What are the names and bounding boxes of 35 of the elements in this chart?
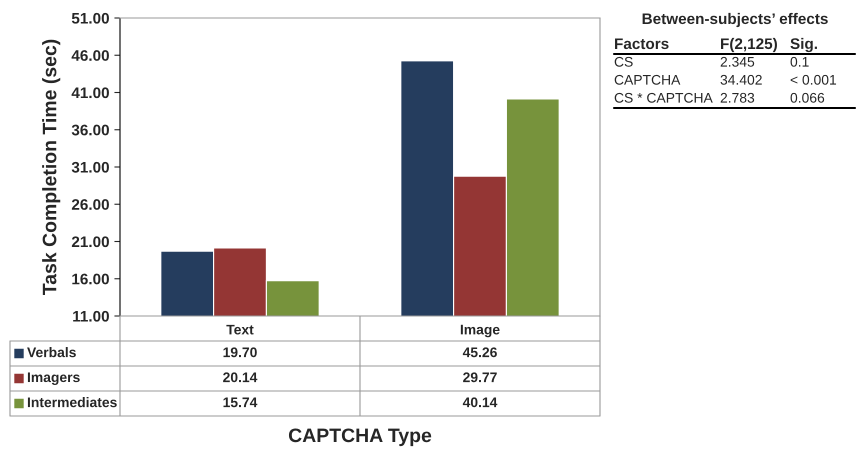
text: CS (614, 56, 633, 67)
text: Factors (615, 38, 669, 50)
legend-label: Verbals (27, 347, 76, 358)
legend-label: Intermediates (28, 397, 117, 408)
y-tick-label: 21.00 (72, 236, 109, 248)
text: CAPTCHA (614, 74, 680, 85)
text: 34.402 (720, 74, 762, 85)
data-label: 40.14 (462, 397, 498, 408)
text: < 0.001 (790, 74, 836, 85)
y-tick-label: 11.00 (73, 310, 109, 322)
x-tick-label: Text (226, 324, 254, 335)
y-axis-title: Task Completion Time (sec) (42, 40, 60, 296)
text: CS * CAPTCHA (614, 92, 713, 103)
data-label: 29.77 (463, 372, 497, 382)
text: 0.1 (790, 56, 809, 67)
data-label: 15.74 (224, 398, 258, 408)
y-tick-label: 31.00 (72, 162, 109, 173)
text: 2.783 (720, 92, 754, 103)
data-label: 19.70 (224, 347, 257, 358)
text: 2.345 (720, 56, 754, 67)
legend-label: Imagers (28, 372, 80, 385)
y-tick-label: 46.00 (72, 50, 109, 61)
text: 0.066 (790, 92, 824, 103)
y-tick-label: 51.00 (72, 12, 109, 24)
data-label: 20.14 (223, 372, 258, 382)
x-tick-label: Image (460, 324, 500, 338)
text: F(2,125) (721, 38, 777, 52)
y-tick-label: 26.00 (72, 199, 109, 210)
y-tick-label: 16.00 (72, 274, 109, 284)
x-axis-title: CAPTCHA Type (288, 428, 432, 446)
text: Sig. (790, 38, 817, 52)
data-label: 45.26 (462, 347, 497, 358)
y-tick-label: 36.00 (72, 124, 109, 136)
text: Between-subjects’ effects (642, 12, 828, 28)
y-tick-label: 41.00 (72, 87, 109, 98)
